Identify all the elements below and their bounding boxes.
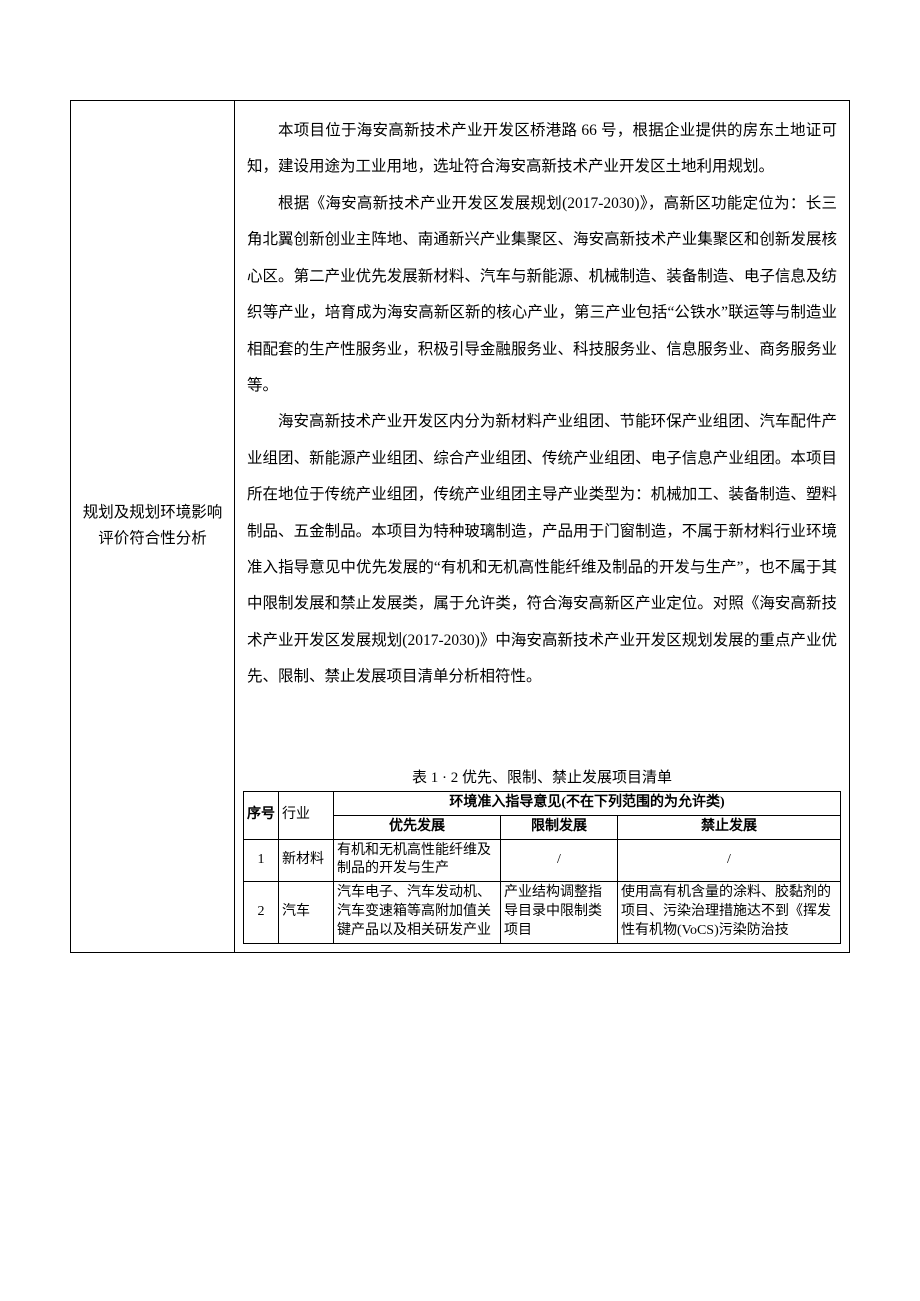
- cell-limit: /: [501, 839, 618, 882]
- header-prohibit: 禁止发展: [618, 815, 841, 839]
- table-row: 1 新材料 有机和无机高性能纤维及制品的开发与生产 / /: [244, 839, 841, 882]
- header-group: 环境准入指导意见(不在下列范围的为允许类): [334, 791, 841, 815]
- table-row: 2 汽车 汽车电子、汽车发动机、汽车变速箱等高附加值关键产品以及相关研发产业 产…: [244, 882, 841, 944]
- cell-industry: 汽车: [279, 882, 334, 944]
- content-cell: 本项目位于海安高新技术产业开发区桥港路 66 号，根据企业提供的房东土地证可知，…: [235, 101, 850, 953]
- left-label-line2: 评价符合性分析: [75, 526, 230, 552]
- cell-priority: 汽车电子、汽车发动机、汽车变速箱等高附加值关键产品以及相关研发产业: [334, 882, 501, 944]
- cell-priority: 有机和无机高性能纤维及制品的开发与生产: [334, 839, 501, 882]
- cell-prohibit: 使用高有机含量的涂料、胶黏剂的项目、污染治理措施达不到《挥发性有机物(VoCS)…: [618, 882, 841, 944]
- paragraph-2: 根据《海安高新技术产业开发区发展规划(2017-2030)》，高新区功能定位为：…: [247, 186, 837, 405]
- cell-prohibit: /: [618, 839, 841, 882]
- header-seq: 序号: [244, 791, 279, 839]
- inner-table-header-row-1: 序号 行业 环境准入指导意见(不在下列范围的为允许类): [244, 791, 841, 815]
- header-priority: 优先发展: [334, 815, 501, 839]
- header-industry: 行业: [279, 791, 334, 839]
- cell-seq: 1: [244, 839, 279, 882]
- paragraph-1: 本项目位于海安高新技术产业开发区桥港路 66 号，根据企业提供的房东土地证可知，…: [247, 113, 837, 186]
- inner-table-header-row-2: 优先发展 限制发展 禁止发展: [244, 815, 841, 839]
- header-limit: 限制发展: [501, 815, 618, 839]
- outer-table: 规划及规划环境影响 评价符合性分析 本项目位于海安高新技术产业开发区桥港路 66…: [70, 100, 850, 953]
- left-label-line1: 规划及规划环境影响: [75, 500, 230, 526]
- cell-industry: 新材料: [279, 839, 334, 882]
- left-label-cell: 规划及规划环境影响 评价符合性分析: [71, 101, 235, 953]
- cell-limit: 产业结构调整指导目录中限制类项目: [501, 882, 618, 944]
- inner-table: 序号 行业 环境准入指导意见(不在下列范围的为允许类) 优先发展 限制发展 禁止…: [243, 791, 841, 944]
- body-text: 本项目位于海安高新技术产业开发区桥港路 66 号，根据企业提供的房东土地证可知，…: [247, 113, 837, 696]
- inner-table-title: 表 1 · 2 优先、限制、禁止发展项目清单: [243, 766, 841, 787]
- paragraph-3: 海安高新技术产业开发区内分为新材料产业组团、节能环保产业组团、汽车配件产业组团、…: [247, 404, 837, 695]
- cell-seq: 2: [244, 882, 279, 944]
